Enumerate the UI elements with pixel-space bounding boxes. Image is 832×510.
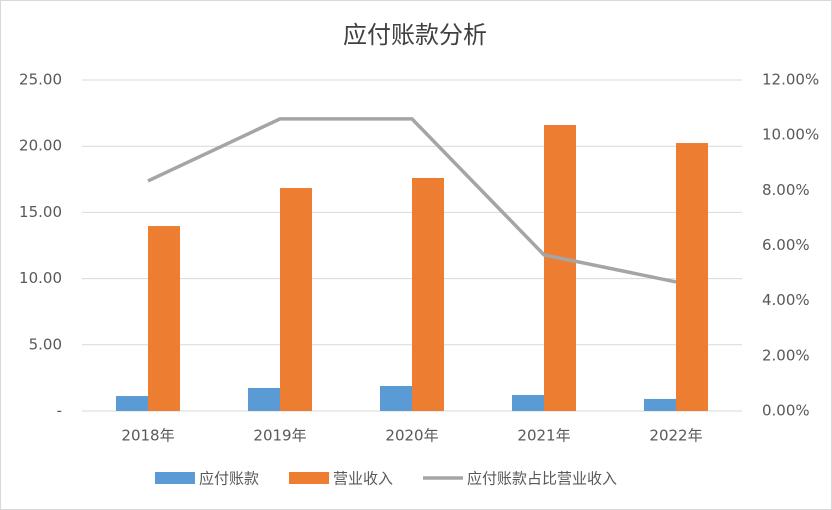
x-tick-label: 2018年 <box>121 427 174 445</box>
bar <box>512 394 544 411</box>
bar <box>544 125 576 412</box>
bar <box>116 396 148 411</box>
y-tick-label: - <box>57 402 62 420</box>
bar <box>380 385 412 411</box>
legend-label: 应付账款占比营业收入 <box>467 470 617 488</box>
line <box>147 117 677 284</box>
legend-swatch <box>155 472 195 484</box>
legend-label: 应付账款 <box>199 470 259 488</box>
bar <box>644 398 676 411</box>
x-tick-label: 2020年 <box>385 427 438 445</box>
y2-tick-label: 4.00% <box>762 291 810 309</box>
y2-tick-label: 10.00% <box>762 126 819 144</box>
x-tick-label: 2019年 <box>253 427 306 445</box>
y-tick-label: 25.00 <box>19 71 62 89</box>
y2-tick-label: 6.00% <box>762 236 810 254</box>
y2-tick-label: 12.00% <box>762 71 819 89</box>
x-tick-label: 2022年 <box>649 427 702 445</box>
y-tick-label: 5.00 <box>29 335 62 353</box>
y2-tick-label: 0.00% <box>762 402 810 420</box>
y-tick-label: 15.00 <box>19 203 62 221</box>
chart-title: 应付账款分析 <box>343 21 487 49</box>
y2-tick-label: 2.00% <box>762 346 810 364</box>
x-tick-label: 2021年 <box>517 427 570 445</box>
y-tick-label: 20.00 <box>19 137 62 155</box>
legend-label: 营业收入 <box>333 470 393 488</box>
bar <box>676 143 708 411</box>
y2-tick-label: 8.00% <box>762 181 810 199</box>
bar <box>248 387 280 411</box>
legend-swatch <box>289 472 330 484</box>
y-tick-label: 10.00 <box>19 269 62 287</box>
bar <box>412 177 444 411</box>
bar <box>280 188 312 411</box>
bar <box>148 226 180 411</box>
